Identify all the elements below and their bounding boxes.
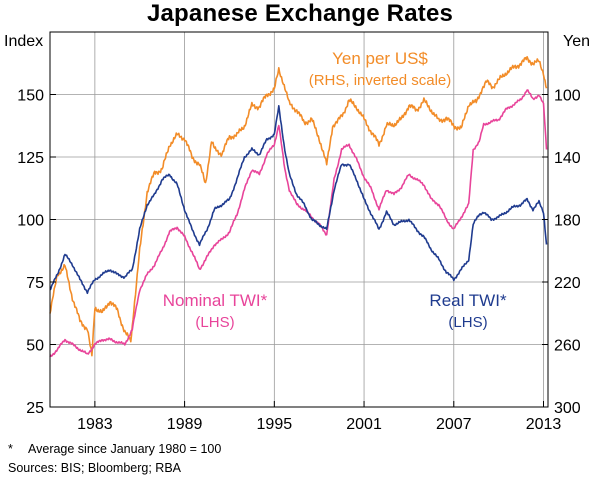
annotation-title: Nominal TWI* [163,291,268,310]
left-tick-label: 25 [26,400,44,417]
series-line-nominal-twi [49,89,548,358]
x-tick-label: 2001 [346,416,382,433]
annotation-title: Yen per US$ [332,49,428,68]
annotation-title: Real TWI* [429,291,507,310]
left-tick-label: 100 [17,213,44,230]
left-tick-label: 75 [26,275,44,292]
left-tick-label: 50 [26,338,44,355]
right-tick-label: 100 [554,88,581,105]
right-tick-label: 140 [554,150,581,167]
right-tick-label: 180 [554,213,581,230]
series-lines [49,56,548,358]
left-axis-label: Index [4,33,43,50]
footnote: * Average since January 1980 = 100 [8,442,221,456]
axis-ticks [50,94,548,408]
sources-note: Sources: BIS; Bloomberg; RBA [8,461,181,475]
axis-labels: 25 50 75 100 125 150 100 140 180 220 260 300 Index Ye… [4,33,590,433]
x-tick-label: 2013 [526,416,562,433]
annotation-subtitle: (LHS) [195,314,234,331]
x-tick-label: 1995 [257,416,293,433]
right-axis-label: Yen [563,33,590,50]
x-tick-label: 1989 [167,416,203,433]
annotation-subtitle: (LHS) [448,314,487,331]
annotation-yen-per-us: Yen per US$ (RHS, inverted scale) [309,49,452,89]
right-tick-label: 260 [554,338,581,355]
chart-title: Japanese Exchange Rates [146,0,454,27]
x-tick-label: 2007 [436,416,472,433]
x-tick-label: 1983 [77,416,113,433]
footnote-marker: * [8,442,13,456]
series-annotations: Yen per US$ (RHS, inverted scale) Nominal … [163,49,507,331]
series-line-real-twi [49,105,548,295]
footnote-text: Average since January 1980 = 100 [28,442,222,456]
gridlines [50,32,548,407]
right-tick-label: 220 [554,275,581,292]
left-tick-label: 125 [17,150,44,167]
annotation-nominal-twi: Nominal TWI* (LHS) [163,291,268,331]
left-tick-label: 150 [17,88,44,105]
right-tick-label: 300 [554,400,581,417]
annotation-subtitle: (RHS, inverted scale) [309,72,452,89]
annotation-real-twi: Real TWI* (LHS) [429,291,507,331]
